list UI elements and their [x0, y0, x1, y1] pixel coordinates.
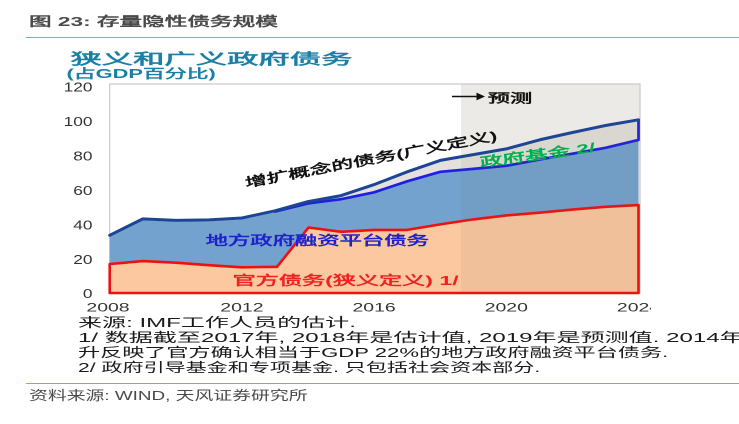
svg-text:2016: 2016 [352, 301, 395, 314]
svg-text:地方政府融资平台债务: 地方政府融资平台债务 [206, 233, 430, 248]
svg-text:2020: 2020 [485, 301, 528, 314]
svg-text:2024: 2024 [617, 301, 660, 314]
svg-text:40: 40 [73, 218, 92, 232]
svg-text:2008: 2008 [86, 301, 129, 314]
svg-text:预测: 预测 [488, 91, 533, 106]
svg-text:(占GDP百分比): (占GDP百分比) [67, 66, 216, 81]
svg-text:官方债务(狭义定义) 1/: 官方债务(狭义定义) 1/ [233, 273, 460, 288]
svg-text:80: 80 [73, 149, 92, 163]
svg-text:2012: 2012 [220, 301, 263, 314]
svg-text:0: 0 [83, 287, 93, 301]
svg-text:20: 20 [73, 253, 92, 267]
svg-text:60: 60 [73, 184, 92, 198]
svg-text:狭义和广义政府债务: 狭义和广义政府债务 [69, 50, 353, 68]
svg-text:100: 100 [64, 115, 93, 129]
svg-text:120: 120 [64, 81, 93, 95]
